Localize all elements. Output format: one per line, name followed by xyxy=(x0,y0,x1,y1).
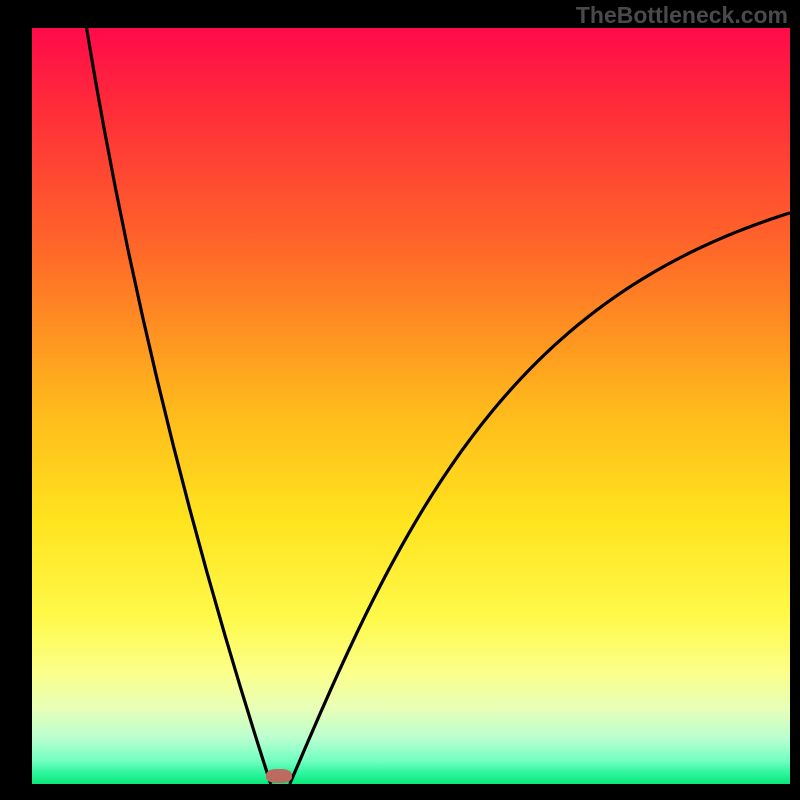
chart-container: TheBottleneck.com xyxy=(0,0,800,800)
right-curve xyxy=(290,213,790,784)
curve-layer xyxy=(32,28,790,784)
watermark-text: TheBottleneck.com xyxy=(576,2,788,29)
min-marker xyxy=(266,769,292,783)
plot-area xyxy=(32,28,790,784)
left-curve xyxy=(87,28,271,784)
